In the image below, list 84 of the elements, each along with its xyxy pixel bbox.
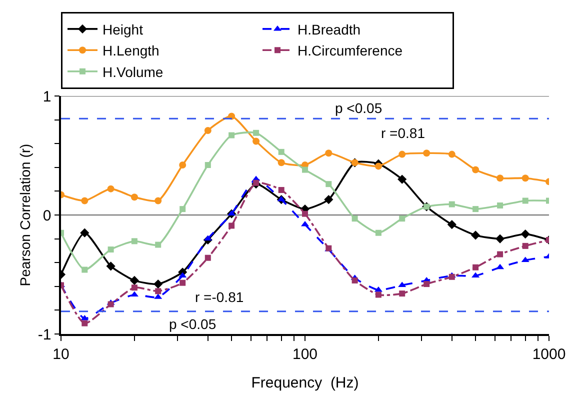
point [155,288,162,294]
point [374,162,382,170]
point [204,254,211,261]
y-tick-label: 1 [42,88,52,106]
point [423,150,430,157]
legend-label: H.Length [102,42,160,59]
point [155,242,162,248]
point [326,181,332,188]
point [325,150,332,157]
point [82,320,88,326]
point [472,206,479,212]
point [180,206,186,212]
point [399,290,406,297]
legend-label: H.Circumference [298,42,403,59]
point [472,264,479,270]
point [496,174,504,182]
point [252,138,260,145]
point [108,301,114,308]
point [154,197,162,204]
x-tick-label: 1000 [532,346,566,363]
y-axis-title: Pearson Correlation (r) [17,144,34,286]
point [520,229,530,239]
point [352,277,358,284]
y-tick-label: 0 [42,207,52,224]
point [180,280,186,286]
point [448,150,456,158]
point [278,148,284,155]
x-tick-label: 10 [52,346,70,363]
point [131,238,138,244]
ref-line-label: r =0.81 [381,125,426,141]
point [107,185,114,192]
point [302,210,308,217]
point [302,166,308,173]
point [497,251,504,258]
point [471,230,480,240]
point [204,235,212,241]
point [253,130,260,136]
point [278,187,284,194]
point [81,197,88,204]
point [108,246,114,253]
ref-line-label: r =-0.81 [195,289,244,305]
point [522,198,528,204]
annotation: p <0.05 [335,100,382,116]
point [228,132,235,138]
point [80,228,90,238]
point [495,234,505,244]
point [448,201,455,208]
point [228,222,235,229]
point [375,230,382,236]
point [154,279,163,289]
point [399,216,406,222]
point [204,162,211,168]
point [352,216,358,222]
legend-label: H.Breadth [298,21,361,38]
point [398,150,406,158]
point [522,174,529,182]
point [278,159,285,166]
point [448,274,455,280]
point [131,284,138,291]
point [130,276,139,285]
point [497,202,504,208]
point [447,220,456,230]
legend-label: Height [102,21,144,38]
point [204,127,212,134]
point [130,194,138,201]
point [398,174,407,184]
point [324,194,334,204]
point [522,242,528,249]
legend-label: H.Volume [102,64,164,80]
point [424,281,430,288]
point [374,286,382,292]
x-tick-label: 100 [292,346,318,363]
line-series [61,130,549,273]
point [179,162,186,169]
y-tick-label: -1 [38,326,52,344]
point [106,262,116,271]
x-axis-title: Frequency (Hz) [251,374,359,392]
point [375,292,382,298]
point [228,210,236,216]
point [472,166,480,174]
point [82,266,88,273]
annotation: p <0.05 [169,316,216,332]
point [253,180,260,186]
point [496,264,504,270]
